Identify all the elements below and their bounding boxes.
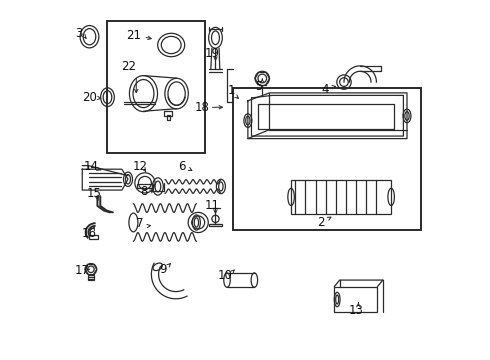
Text: 18: 18 <box>195 101 210 114</box>
Text: 14: 14 <box>83 160 98 173</box>
Text: 3: 3 <box>75 27 82 40</box>
Bar <box>334 287 377 312</box>
Text: 8: 8 <box>140 185 147 198</box>
Text: 7: 7 <box>136 217 144 230</box>
Bar <box>107 21 205 153</box>
Bar <box>164 111 172 116</box>
Bar <box>137 184 153 188</box>
Text: 10: 10 <box>218 269 233 282</box>
Bar <box>90 235 98 239</box>
Bar <box>209 224 222 226</box>
Text: 13: 13 <box>348 304 363 317</box>
Text: 9: 9 <box>159 263 167 276</box>
Text: 11: 11 <box>204 199 220 212</box>
Text: 2: 2 <box>318 216 325 229</box>
Text: 4: 4 <box>321 83 329 96</box>
Text: 12: 12 <box>133 160 148 173</box>
Text: 16: 16 <box>82 227 97 240</box>
Bar <box>167 115 170 120</box>
Text: 5: 5 <box>255 80 262 93</box>
Text: 17: 17 <box>75 264 90 276</box>
Text: 21: 21 <box>126 29 142 42</box>
Bar <box>291 180 391 214</box>
Text: 15: 15 <box>87 187 102 200</box>
Text: 22: 22 <box>122 60 137 73</box>
Bar <box>88 275 94 280</box>
Bar <box>233 88 421 230</box>
Text: 20: 20 <box>82 91 97 104</box>
Text: 1: 1 <box>227 84 235 97</box>
Text: 6: 6 <box>178 160 186 173</box>
Text: 19: 19 <box>204 47 220 60</box>
